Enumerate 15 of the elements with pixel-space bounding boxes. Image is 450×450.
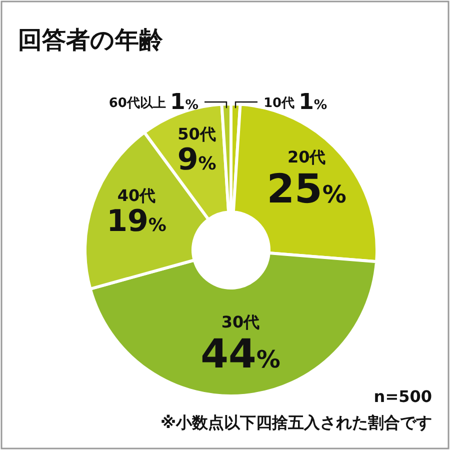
slice-label: 60代以上: [108, 96, 166, 111]
data-label: 1%: [298, 90, 328, 115]
text: ※小数点以下四捨五入された割合です: [160, 413, 432, 432]
data-label: 25%: [266, 166, 346, 213]
text: n=500: [374, 387, 432, 406]
data-label: 19%: [106, 204, 166, 239]
slice-label: 50代: [178, 124, 216, 144]
slice-label: 30代: [221, 312, 260, 332]
data-label: 9%: [177, 142, 216, 178]
slice-label: 10代: [264, 96, 295, 111]
slice-label: 40代: [117, 186, 156, 205]
slice-label: 20代: [287, 148, 326, 167]
chart-title: 回答者の年齢: [18, 26, 164, 54]
data-label: 44%: [200, 332, 280, 378]
data-label: 1%: [170, 90, 198, 115]
